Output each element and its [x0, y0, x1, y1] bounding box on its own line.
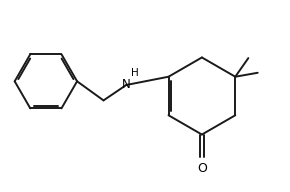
Text: O: O [197, 162, 207, 175]
Text: N: N [122, 79, 131, 91]
Text: H: H [131, 68, 139, 78]
